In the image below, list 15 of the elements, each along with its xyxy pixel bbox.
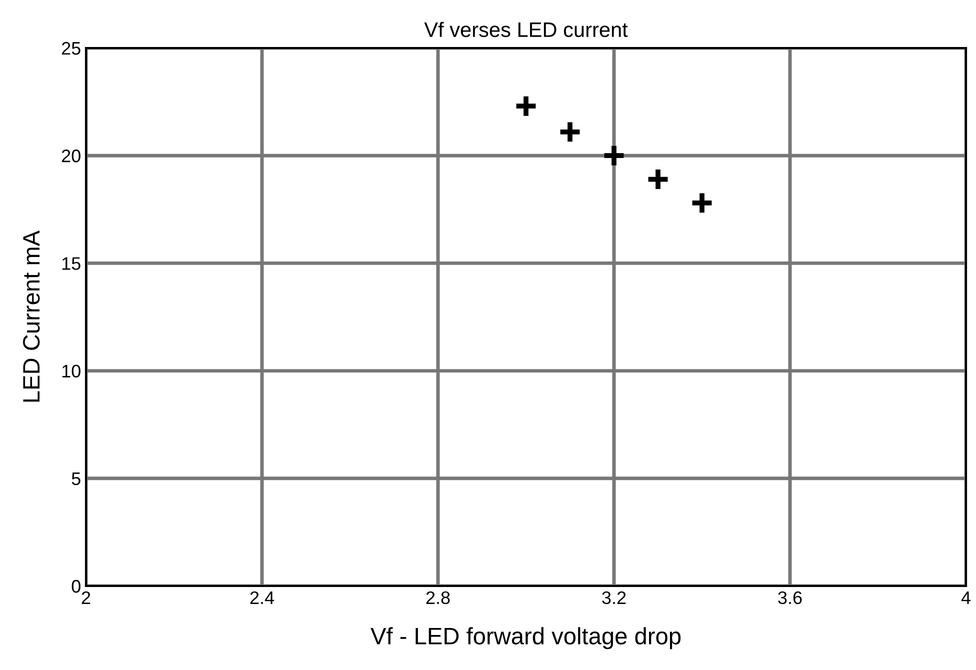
- y-tick-label: 5: [72, 472, 80, 486]
- x-tick-label: 2.8: [426, 591, 450, 604]
- chart-title: Vf verses LED current: [424, 22, 628, 38]
- y-tick-label: 20: [62, 150, 80, 162]
- y-tick-label: 25: [62, 42, 80, 55]
- x-tick-label: 3.2: [602, 591, 626, 604]
- x-tick-label: 2: [82, 591, 90, 604]
- y-tick-label: 15: [62, 257, 80, 270]
- x-axis-title: Vf - LED forward voltage drop: [370, 627, 681, 650]
- x-tick-label: 2.4: [250, 591, 274, 604]
- x-tick-label: 4: [961, 592, 970, 604]
- y-axis-title: LED Current mA: [23, 230, 40, 402]
- y-tick-label: 0: [72, 580, 80, 593]
- y-tick-label: 10: [62, 364, 80, 378]
- x-tick-label: 3.6: [778, 591, 802, 604]
